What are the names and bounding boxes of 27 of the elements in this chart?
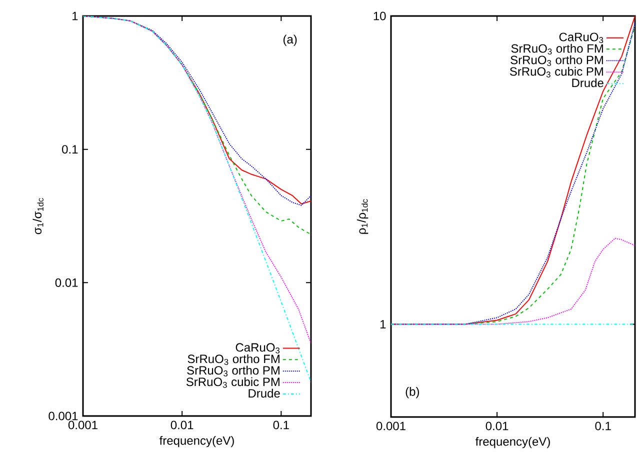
legend-label: SrRuO$_{3}$ ortho PM — [187, 366, 280, 376]
x-tick-label: 0.001 — [68, 420, 98, 430]
legend-label: SrRuO$_{3}$ ortho FM — [511, 44, 603, 54]
x-tick-label: 0.1 — [595, 422, 611, 430]
y-axis-title: σ$_{1}$/σ$_{1dc}$ — [32, 198, 44, 234]
x-tick-label: 0.1 — [273, 420, 289, 430]
legend-label: SrRuO$_{3}$ ortho FM — [188, 354, 280, 365]
y-tick-label: 10 — [374, 12, 386, 20]
y-tick-label: 0.01 — [55, 278, 78, 287]
x-axis-title: frequency(eV) — [159, 436, 234, 448]
y-tick-label: 0.001 — [48, 412, 78, 420]
y-tick-label: 0.1 — [62, 145, 78, 154]
legend-label: CaRuO$_{3}$ — [559, 32, 604, 44]
x-tick-label: 0.01 — [486, 422, 508, 430]
annotation: (b) — [406, 387, 419, 398]
legend-label: CaRuO$_{3}$ — [236, 343, 280, 354]
x-axis-title: frequency(eV) — [475, 436, 550, 448]
y-tick-label: 1 — [380, 320, 386, 328]
y-axis-title: ρ$_{1}$/ρ$_{1dc}$ — [356, 199, 368, 234]
annotation: (a) — [283, 34, 297, 46]
legend-label: SrRuO$_{3}$ cubic PM — [510, 66, 603, 78]
legend-label: SrRuO$_{3}$ cubic PM — [186, 377, 280, 388]
legend-label: Drude — [248, 388, 280, 398]
y-tick-label: 1 — [72, 12, 78, 20]
x-tick-label: 0.01 — [170, 420, 194, 430]
legend-label: Drude — [572, 78, 604, 88]
legend-label: SrRuO$_{3}$ ortho PM — [510, 55, 603, 66]
